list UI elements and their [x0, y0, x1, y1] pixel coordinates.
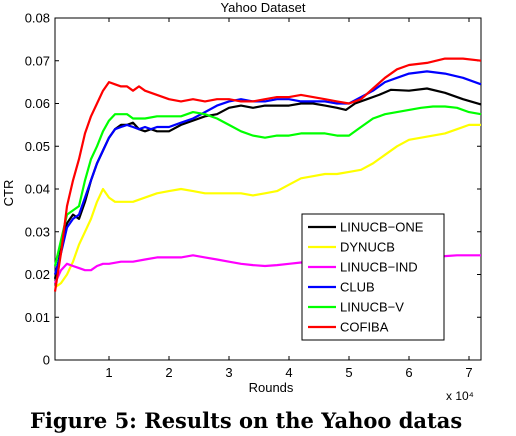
y-tick-label: 0.07: [25, 53, 50, 68]
x-tick-label: 3: [225, 365, 232, 380]
series-line-linucb-v: [53, 105, 482, 267]
y-tick-label: 0.08: [25, 11, 50, 26]
chart-title: Yahoo Dataset: [220, 0, 305, 15]
y-tick-label: 0.01: [25, 310, 50, 325]
legend-label: COFIBA: [340, 320, 389, 335]
x-tick-label: 1: [105, 365, 112, 380]
y-tick-label: 0.02: [25, 267, 50, 282]
x-tick-label: 4: [285, 365, 292, 380]
series-line-cofiba: [53, 57, 482, 292]
x-tick-label: 6: [405, 365, 412, 380]
x-multiplier-label: x 10⁴: [446, 389, 474, 403]
legend-box: [301, 213, 445, 341]
legend-label: LINUCB−IND: [340, 260, 418, 275]
y-tick-label: 0.05: [25, 139, 50, 154]
figure-caption: Figure 5: Results on the Yahoo datas: [30, 408, 463, 433]
x-tick-label: 2: [165, 365, 172, 380]
x-tick-label: 5: [345, 365, 352, 380]
series-line-club: [53, 70, 482, 275]
legend-label: LINUCB−ONE: [340, 220, 424, 235]
legend-label: CLUB: [340, 280, 375, 295]
y-tick-label: 0.06: [25, 96, 50, 111]
x-tick-label: 7: [465, 365, 472, 380]
y-tick-label: 0: [43, 353, 50, 368]
x-axis-label: Rounds: [249, 380, 294, 395]
legend-label: DYNUCB: [340, 240, 395, 255]
series-line-dynucb: [54, 123, 481, 289]
y-tick-label: 0.03: [25, 224, 50, 239]
legend-label: LINUCB−V: [340, 300, 404, 315]
y-tick-label: 0.04: [25, 182, 50, 197]
y-axis-label: CTR: [1, 180, 16, 207]
plot-area: 0 0.01 0.02 0.03 0.04 0.05 0.06 0.07 0.08 1 2 3 4 5 6 7…: [25, 11, 482, 380]
